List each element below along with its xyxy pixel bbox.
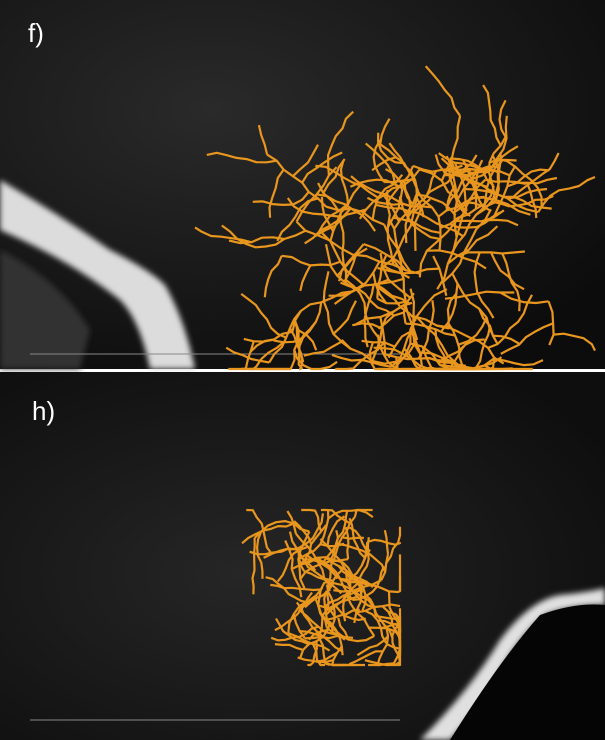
- panel-h: h): [0, 372, 605, 740]
- panel-f: f): [0, 0, 605, 369]
- figure: f) h): [0, 0, 605, 740]
- panel-label: h): [32, 396, 55, 426]
- panel-label: f): [28, 18, 44, 48]
